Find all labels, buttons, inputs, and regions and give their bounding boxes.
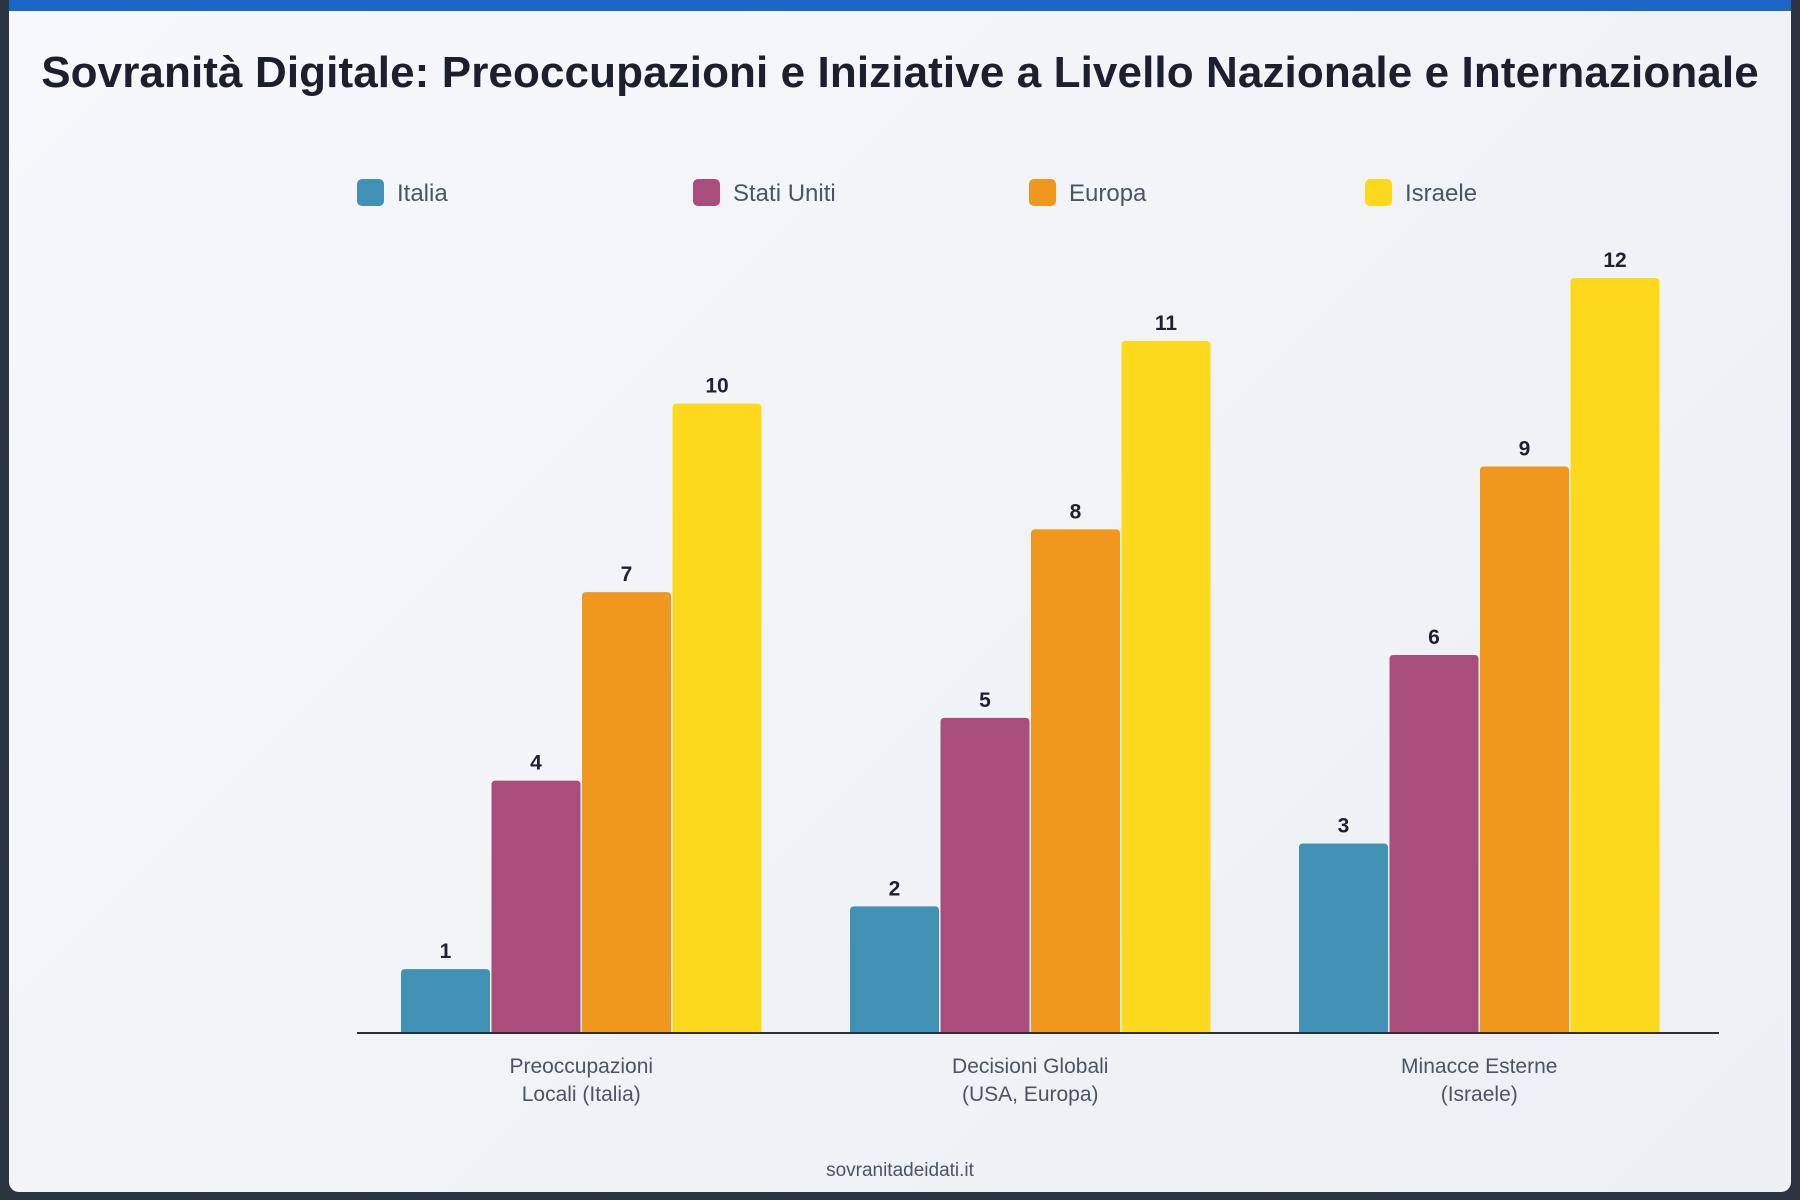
bar-1-2: [491, 780, 581, 1032]
category-label-1-line-1: Preoccupazioni: [509, 1055, 653, 1078]
category-label-2-line-1: Decisioni Globali: [952, 1055, 1108, 1078]
bar-3-4: [1570, 278, 1660, 1032]
legend-label-1: Italia: [397, 180, 448, 207]
value-label-3-3: 9: [1519, 438, 1531, 461]
legend-swatch-3: [1029, 179, 1056, 206]
value-label-1-1: 1: [440, 940, 452, 963]
value-label-2-1: 2: [889, 877, 901, 900]
bar-3-1: [1299, 843, 1388, 1032]
bar-1-3: [582, 592, 671, 1032]
category-label-3-line-1: Minacce Esterne: [1401, 1055, 1557, 1078]
legend-label-4: Israele: [1405, 180, 1477, 207]
value-label-1-2: 4: [530, 752, 542, 775]
bar-2-3: [1031, 529, 1120, 1032]
legend-label-2: Stati Uniti: [733, 180, 836, 207]
bar-2-1: [850, 906, 939, 1032]
chart-card: Sovranità Digitale: Preoccupazioni e Ini…: [9, 0, 1791, 1192]
legend-swatch-1: [357, 179, 384, 206]
chart-title: Sovranità Digitale: Preoccupazioni e Ini…: [41, 48, 1759, 97]
footer-source: sovranitadeidati.it: [826, 1160, 974, 1181]
category-label-1-line-2: Locali (Italia): [522, 1083, 641, 1106]
bar-2-2: [940, 717, 1030, 1032]
value-label-2-4: 11: [1155, 312, 1178, 335]
bar-3-3: [1480, 466, 1569, 1032]
legend-swatch-4: [1365, 179, 1392, 206]
bar-2-4: [1121, 340, 1211, 1032]
bar-3-2: [1389, 655, 1479, 1032]
top-accent-bar: [9, 0, 1791, 11]
category-label-2-line-2: (USA, Europa): [962, 1083, 1099, 1106]
value-label-1-3: 7: [621, 563, 633, 586]
value-label-3-1: 3: [1338, 815, 1350, 838]
legend-label-3: Europa: [1069, 180, 1147, 207]
bar-chart: Italia Stati Uniti Europa Israele 1 4 7 10 2 5 8 11…: [357, 179, 1719, 1106]
bar-1-1: [401, 969, 490, 1032]
bar-1-4: [672, 403, 762, 1033]
value-label-2-3: 8: [1070, 500, 1082, 523]
value-label-3-4: 12: [1603, 249, 1626, 272]
value-label-2-2: 5: [979, 689, 991, 712]
legend-swatch-2: [693, 179, 720, 206]
value-label-1-4: 10: [705, 375, 728, 398]
category-label-3-line-2: (Israele): [1441, 1083, 1518, 1106]
value-label-3-2: 6: [1428, 626, 1440, 649]
